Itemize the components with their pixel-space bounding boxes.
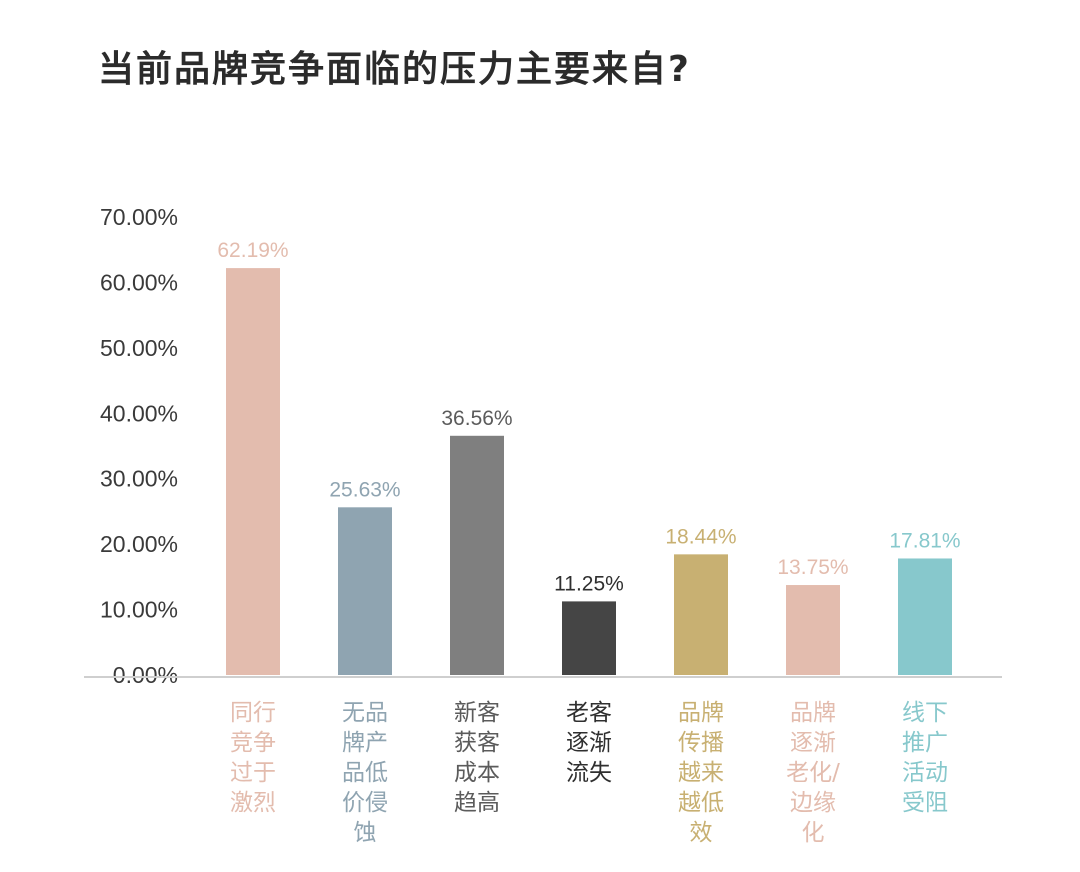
category-label: 活动 bbox=[902, 760, 948, 786]
category-label: 价侵 bbox=[342, 790, 388, 816]
y-tick-label: 40.00% bbox=[100, 400, 178, 426]
category-label: 逐渐 bbox=[566, 730, 612, 756]
bar bbox=[226, 268, 280, 675]
data-label: 62.19% bbox=[217, 239, 288, 262]
category-label: 品低 bbox=[342, 760, 388, 786]
category-label: 成本 bbox=[454, 760, 500, 786]
category-label: 激烈 bbox=[230, 790, 276, 816]
category-label: 无品 bbox=[342, 700, 388, 726]
category-label: 新客 bbox=[454, 700, 500, 726]
category-label: 逐渐 bbox=[790, 730, 836, 756]
data-label: 36.56% bbox=[441, 407, 512, 430]
bar bbox=[674, 554, 728, 675]
bar bbox=[450, 435, 504, 675]
category-label: 越来 bbox=[678, 760, 724, 786]
category-label: 品牌 bbox=[678, 700, 724, 726]
y-tick-label: 70.00% bbox=[100, 204, 178, 230]
y-tick-label: 20.00% bbox=[100, 531, 178, 557]
chart-title: 当前品牌竞争面临的压力主要来自? bbox=[98, 49, 691, 90]
data-label: 18.44% bbox=[665, 525, 736, 548]
category-label: 老化/ bbox=[786, 760, 840, 786]
bar bbox=[338, 507, 392, 675]
category-label: 蚀 bbox=[354, 820, 377, 846]
y-tick-label: 0.00% bbox=[113, 662, 178, 688]
bar bbox=[898, 558, 952, 675]
category-label: 流失 bbox=[566, 760, 612, 786]
category-label: 效 bbox=[690, 820, 713, 846]
data-label: 17.81% bbox=[889, 529, 960, 552]
category-label: 获客 bbox=[454, 730, 500, 756]
category-label: 越低 bbox=[678, 790, 724, 816]
data-label: 13.75% bbox=[777, 556, 848, 579]
y-tick-label: 30.00% bbox=[100, 466, 178, 492]
data-label: 25.63% bbox=[329, 478, 400, 501]
category-label: 竞争 bbox=[230, 730, 276, 756]
category-label: 传播 bbox=[678, 730, 724, 756]
category-label: 化 bbox=[802, 820, 825, 846]
category-label: 牌产 bbox=[342, 730, 388, 756]
category-label: 过于 bbox=[230, 760, 276, 786]
category-label: 品牌 bbox=[790, 700, 836, 726]
y-tick-label: 50.00% bbox=[100, 335, 178, 361]
y-tick-label: 10.00% bbox=[100, 597, 178, 623]
category-label: 老客 bbox=[566, 700, 612, 726]
data-label: 11.25% bbox=[554, 572, 624, 595]
y-tick-label: 60.00% bbox=[100, 269, 178, 295]
bar bbox=[562, 601, 616, 675]
category-label: 受阻 bbox=[902, 790, 948, 816]
bar bbox=[786, 585, 840, 675]
category-label: 推广 bbox=[902, 730, 948, 756]
category-label: 趋高 bbox=[454, 790, 500, 816]
category-label: 边缘 bbox=[790, 790, 836, 816]
category-label: 同行 bbox=[230, 700, 276, 726]
category-label: 线下 bbox=[902, 700, 948, 726]
